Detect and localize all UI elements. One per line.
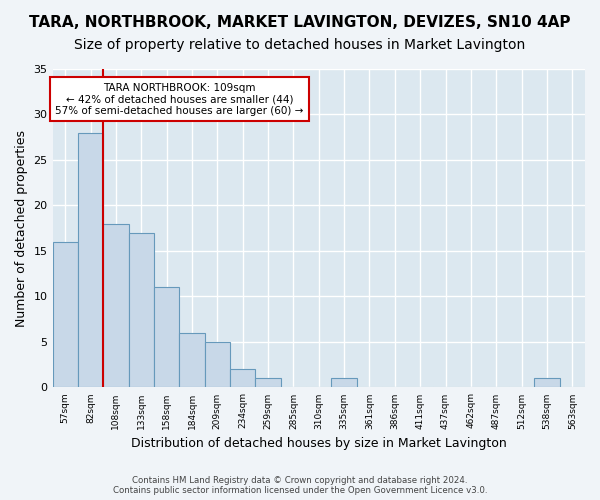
Bar (534, 378, 560, 388)
Text: TARA NORTHBROOK: 109sqm
← 42% of detached houses are smaller (44)
57% of semi-de: TARA NORTHBROOK: 109sqm ← 42% of detache… (55, 82, 304, 116)
Text: Contains HM Land Registry data © Crown copyright and database right 2024.
Contai: Contains HM Land Registry data © Crown c… (113, 476, 487, 495)
Bar (256, 378, 281, 388)
Bar (78, 132, 103, 388)
Bar (205, 342, 230, 388)
Y-axis label: Number of detached properties: Number of detached properties (15, 130, 28, 326)
Bar (230, 369, 256, 388)
Bar (53, 242, 78, 388)
Text: Size of property relative to detached houses in Market Lavington: Size of property relative to detached ho… (74, 38, 526, 52)
Bar (331, 378, 357, 388)
Bar (103, 224, 128, 388)
Bar (179, 333, 205, 388)
Text: TARA, NORTHBROOK, MARKET LAVINGTON, DEVIZES, SN10 4AP: TARA, NORTHBROOK, MARKET LAVINGTON, DEVI… (29, 15, 571, 30)
Bar (128, 233, 154, 388)
X-axis label: Distribution of detached houses by size in Market Lavington: Distribution of detached houses by size … (131, 437, 506, 450)
Bar (154, 288, 179, 388)
